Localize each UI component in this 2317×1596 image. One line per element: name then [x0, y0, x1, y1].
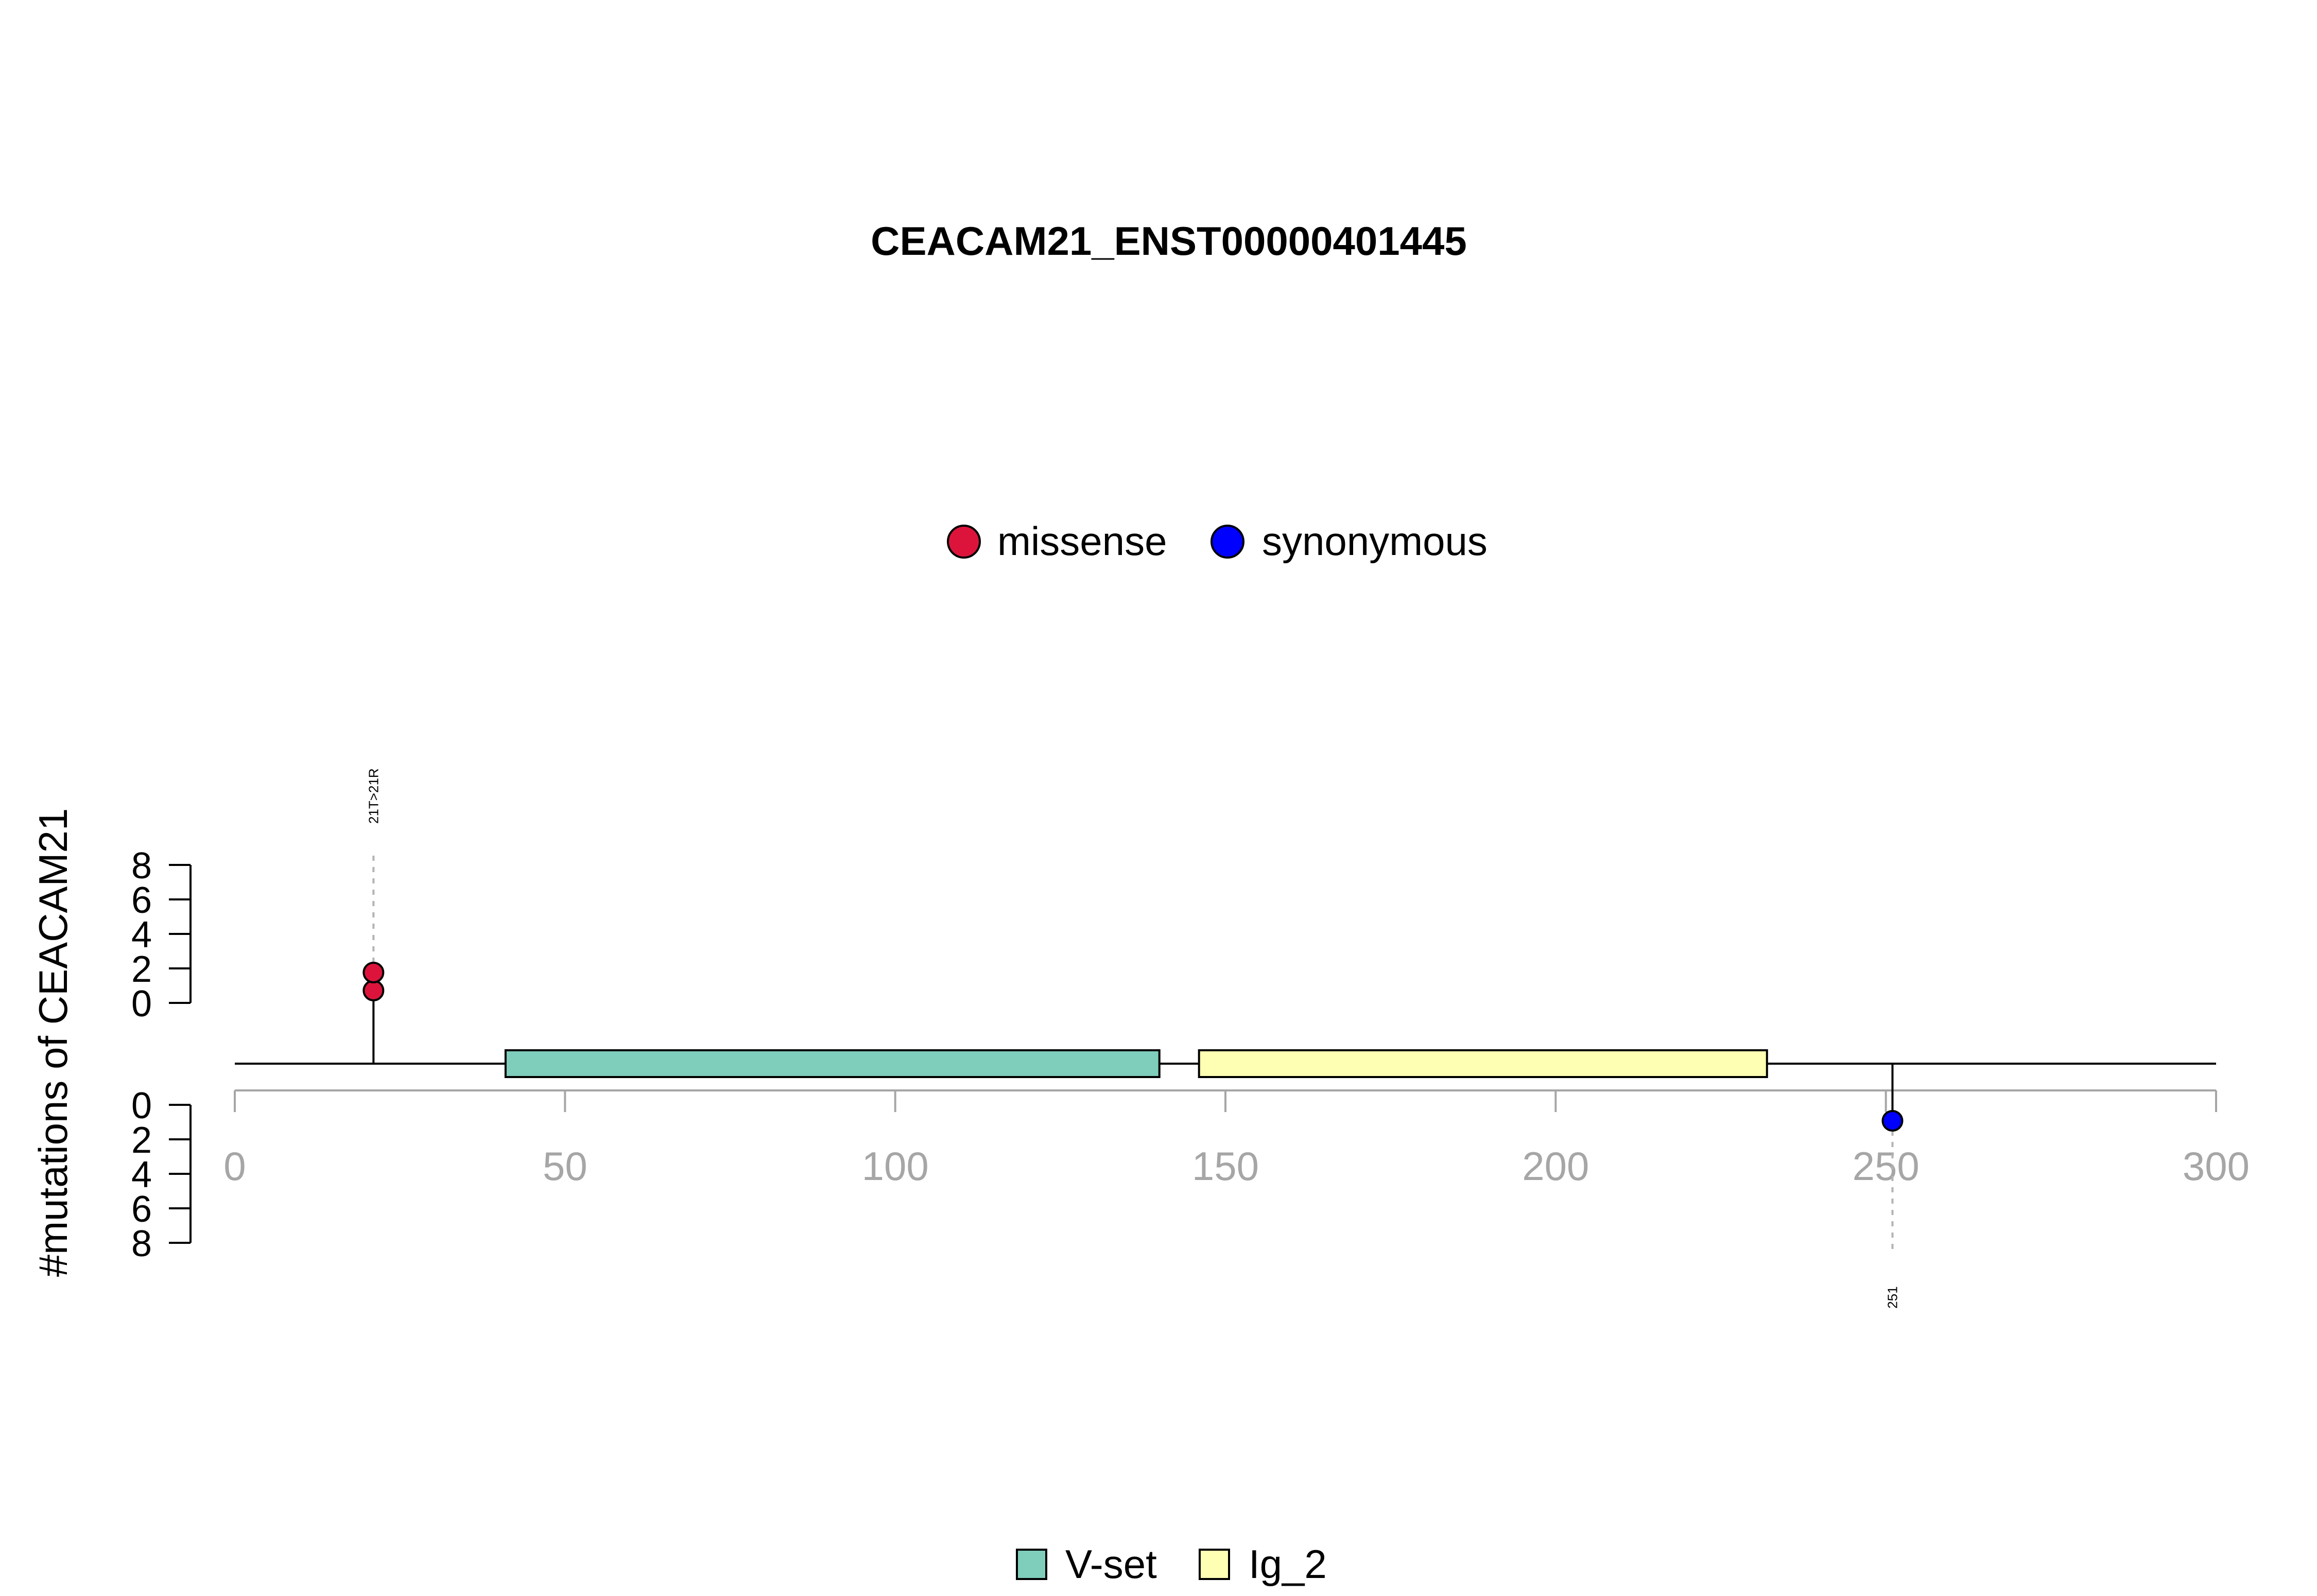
- domains: [504, 1049, 1768, 1078]
- mutation-missense-point: [362, 962, 385, 983]
- legend-ig-2-label: Ig_2: [1249, 1541, 1327, 1587]
- legend-synonymous-label: synonymous: [1262, 518, 1488, 564]
- legend-v-set-swatch: [1016, 1549, 1047, 1580]
- lower-y-tick-label: 8: [131, 1223, 152, 1264]
- chart-title: CEACAM21_ENST00000401445: [871, 218, 1467, 264]
- x-tick-label: 50: [543, 1143, 587, 1189]
- domain-v-set: [504, 1049, 1161, 1078]
- mutation-legend: missense synonymous: [947, 518, 1488, 564]
- mutation-label: 21T>21R: [366, 768, 381, 824]
- x-tick-label: 0: [223, 1143, 246, 1189]
- legend-missense-marker: [947, 525, 981, 559]
- domain-legend: V-set Ig_2: [1016, 1541, 1327, 1587]
- mutation-synonymous-point: [1881, 1110, 1904, 1132]
- legend-ig-2-swatch: [1199, 1549, 1230, 1580]
- x-tick-label: 150: [1192, 1143, 1259, 1189]
- lower-y-tick-label: 6: [131, 1189, 152, 1230]
- x-tick-label: 200: [1522, 1143, 1589, 1189]
- upper-y-tick-label: 0: [131, 983, 152, 1025]
- legend-missense-label: missense: [997, 518, 1167, 564]
- legend-v-set-label: V-set: [1065, 1541, 1157, 1587]
- mutations: 21T>21R 251: [362, 768, 1904, 1309]
- mutation-label: 251: [1884, 1286, 1900, 1308]
- mutation-missense-point: [362, 980, 385, 1001]
- upper-y-tick-label: 4: [131, 914, 152, 956]
- lower-y-tick-label: 0: [131, 1085, 152, 1126]
- upper-y-tick-label: 8: [131, 845, 152, 887]
- x-tick-label: 300: [2183, 1143, 2250, 1189]
- domain-ig-2: [1198, 1049, 1768, 1078]
- x-tick-label: 250: [1853, 1143, 1920, 1189]
- upper-y-tick-label: 2: [131, 949, 152, 990]
- upper-y-tick-label: 6: [131, 880, 152, 921]
- x-tick-label: 100: [862, 1143, 929, 1189]
- legend-synonymous-marker: [1211, 525, 1244, 559]
- x-axis: 0 50 100 150 200 250 300: [223, 1089, 2250, 1189]
- lower-y-tick-label: 4: [131, 1154, 152, 1195]
- y-axis-label: #mutations of CEACAM21: [30, 808, 76, 1277]
- lower-y-tick-label: 2: [131, 1120, 152, 1161]
